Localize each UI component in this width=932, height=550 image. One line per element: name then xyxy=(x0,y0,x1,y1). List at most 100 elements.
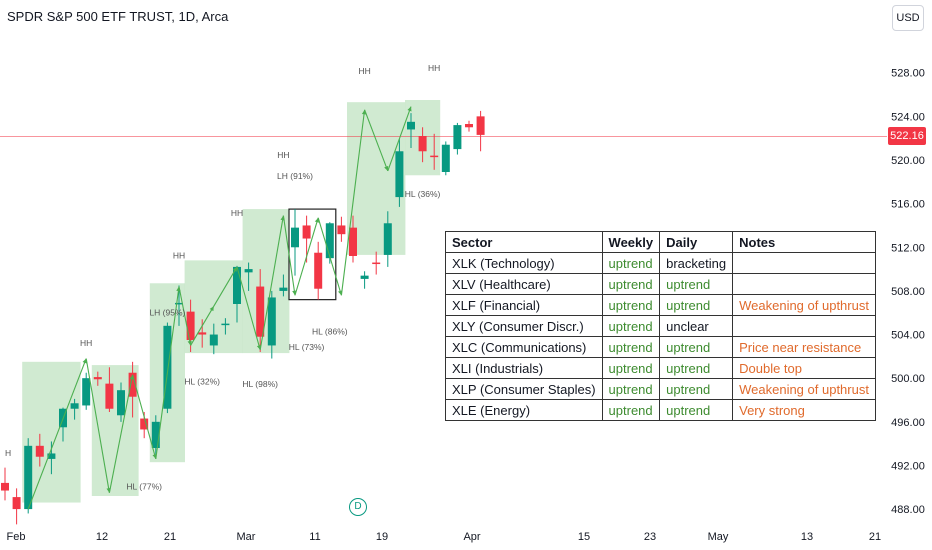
daily-trend: uptrend xyxy=(659,273,734,295)
candle xyxy=(441,141,450,176)
candle xyxy=(418,127,427,163)
sector-row: XLC (Communications) uptrend uptrend Price … xyxy=(445,336,876,358)
sector-name: XLV (Healthcare) xyxy=(445,273,603,295)
daily-trend: unclear xyxy=(659,315,734,337)
sector-notes: Very strong xyxy=(732,399,876,421)
trend-line xyxy=(85,358,110,493)
candle-body xyxy=(279,287,288,291)
trend-line xyxy=(317,217,342,296)
trend-line xyxy=(178,286,192,346)
sector-name: XLY (Consumer Discr.) xyxy=(445,315,603,337)
candle xyxy=(360,271,369,289)
candle xyxy=(82,372,91,410)
candle xyxy=(35,433,44,467)
candle xyxy=(279,274,288,297)
trend-arrowhead xyxy=(407,106,412,112)
candle-body xyxy=(441,144,450,172)
candle xyxy=(291,209,299,276)
candle-body xyxy=(117,390,125,416)
candle-body xyxy=(395,151,404,198)
price-tick-label: 508.00 xyxy=(891,286,925,298)
swing-label: HH xyxy=(358,66,370,76)
candle xyxy=(221,318,230,335)
candle-body xyxy=(198,332,207,335)
candle-body xyxy=(1,482,9,491)
chart-title: SPDR S&P 500 ETF TRUST, 1D, Arca xyxy=(7,9,229,24)
candle-body xyxy=(93,377,102,380)
swing-label: HL (77%) xyxy=(126,481,162,491)
candles xyxy=(1,110,485,525)
sector-name: XLE (Energy) xyxy=(445,399,603,421)
weekly-trend: uptrend xyxy=(601,399,661,421)
price-tick-label: 492.00 xyxy=(891,460,925,472)
candle xyxy=(93,371,102,386)
trend-arrowhead xyxy=(82,358,87,364)
header-weekly: Weekly xyxy=(601,231,661,253)
candle xyxy=(24,438,33,514)
weekly-trend: uptrend xyxy=(601,252,661,274)
candle-body xyxy=(325,223,334,259)
dividend-marker[interactable]: D xyxy=(349,498,367,516)
candle-body xyxy=(105,383,114,409)
candle xyxy=(453,122,462,155)
sector-name: XLP (Consumer Staples) xyxy=(445,378,603,400)
sector-row: XLY (Consumer Discr.) uptrend unclear xyxy=(445,315,876,337)
candle-body xyxy=(163,325,172,409)
trend-line xyxy=(213,266,238,307)
candle xyxy=(105,367,114,412)
candle xyxy=(128,361,137,418)
trend-arrowhead xyxy=(314,217,319,223)
time-tick-label: 13 xyxy=(801,531,813,543)
candle-body xyxy=(12,497,21,510)
swing-label: HL (36%) xyxy=(405,189,441,199)
trend-line xyxy=(282,215,296,296)
candle-body xyxy=(140,418,149,430)
weekly-trend: uptrend xyxy=(601,294,661,316)
price-tick-label: 488.00 xyxy=(891,504,925,516)
candle xyxy=(372,251,381,275)
candle-body xyxy=(430,155,439,158)
time-axis: Feb 12 21 Mar 11 19 Apr 15 23 May 13 21 xyxy=(7,531,882,543)
candle-body xyxy=(476,116,485,135)
daily-trend: uptrend xyxy=(659,357,734,379)
price-tick-label: 500.00 xyxy=(891,373,925,385)
trend-line xyxy=(155,286,180,459)
range-box xyxy=(242,209,290,354)
candle-body xyxy=(302,225,311,239)
candle-body xyxy=(221,323,230,326)
sector-name: XLF (Financial) xyxy=(445,294,603,316)
price-tick-label: 524.00 xyxy=(891,111,925,123)
candle xyxy=(314,241,323,300)
header-sector: Sector xyxy=(445,231,603,253)
time-tick-label: 21 xyxy=(869,531,881,543)
daily-trend: uptrend xyxy=(659,378,734,400)
sector-table: Sector Weekly Daily Notes XLK (Technolog… xyxy=(445,231,876,421)
currency-button[interactable]: USD xyxy=(892,5,924,31)
swing-label: HH xyxy=(428,63,440,73)
trend-arrowhead xyxy=(209,306,214,312)
candle xyxy=(209,323,218,355)
trend-line xyxy=(294,217,319,296)
sector-row: XLV (Healthcare) uptrend uptrend xyxy=(445,273,876,295)
trend-line xyxy=(132,374,157,460)
daily-trend: uptrend xyxy=(659,336,734,358)
candle-body xyxy=(244,269,253,273)
trend-arrowhead xyxy=(232,266,237,272)
price-tick-label: 516.00 xyxy=(891,199,925,211)
candle-body xyxy=(465,124,473,128)
sector-notes: Price near resistance xyxy=(732,336,876,358)
sector-row: XLP (Consumer Staples) uptrend uptrend Weak… xyxy=(445,378,876,400)
candle xyxy=(70,398,79,420)
candle xyxy=(175,285,183,326)
time-tick-label: 19 xyxy=(376,531,388,543)
swing-label: HL (73%) xyxy=(289,342,325,352)
price-tick-label: 528.00 xyxy=(891,68,925,80)
weekly-trend: uptrend xyxy=(601,273,661,295)
sector-notes: Weakening of upthrust xyxy=(732,378,876,400)
time-tick-label: 12 xyxy=(96,531,108,543)
candle xyxy=(47,441,56,475)
time-tick-label: Feb xyxy=(7,531,26,543)
candle-body xyxy=(24,445,33,510)
candle xyxy=(337,216,346,242)
